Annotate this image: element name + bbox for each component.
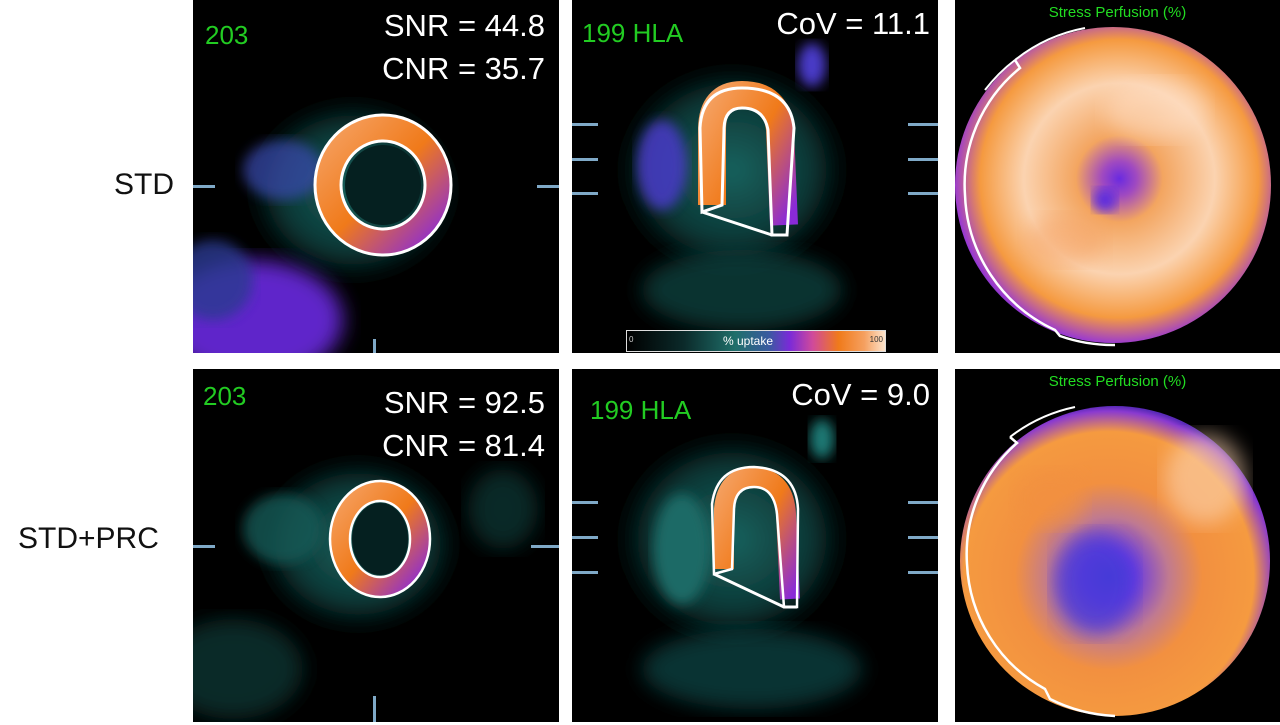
tick-right-2 <box>908 158 938 161</box>
polar-map-image-std-prc <box>960 406 1270 718</box>
polar-map-title: Stress Perfusion (%) <box>1048 4 1187 21</box>
cov-label: CoV = 11.1 <box>776 6 930 41</box>
polar-map-title: Stress Perfusion (%) <box>1048 373 1187 390</box>
tick-right-3 <box>908 571 938 574</box>
tick-left-1 <box>572 501 598 504</box>
snr-label: SNR = 92.5 <box>383 385 545 420</box>
colorbar-min: 0 <box>629 335 634 344</box>
snr-label: SNR = 44.8 <box>383 8 545 43</box>
hla-scan-std <box>612 43 852 330</box>
row-label-std: STD <box>114 168 174 201</box>
cov-label: CoV = 9.0 <box>791 377 930 412</box>
hla-image-std-prc: 199 HLA CoV = 9.0 <box>572 369 938 722</box>
tick-left-3 <box>572 192 598 195</box>
crosshair-tick-left <box>193 185 215 188</box>
tick-right-2 <box>908 536 938 539</box>
tick-left-2 <box>572 536 598 539</box>
short-axis-scan-std-prc <box>193 454 538 719</box>
row-label-std-prc: STD+PRC <box>18 522 159 555</box>
tick-left-2 <box>572 158 598 161</box>
tick-right-1 <box>908 501 938 504</box>
slice-number: 203 <box>205 20 249 50</box>
slice-number: 203 <box>203 381 247 411</box>
short-axis-scan-std <box>193 95 463 353</box>
crosshair-tick-bottom <box>373 696 376 722</box>
tick-right-1 <box>908 123 938 126</box>
tick-left-1 <box>572 123 598 126</box>
short-axis-image-std: 203 SNR = 44.8 CNR = 35.7 <box>193 0 559 353</box>
colorbar-max: 100 <box>869 335 883 344</box>
crosshair-tick-right <box>531 545 559 548</box>
polar-map-std: Stress Perfusion (%) <box>955 0 1280 353</box>
crosshair-tick-left <box>193 545 215 548</box>
hla-slice-label: 199 HLA <box>582 18 684 48</box>
polar-map-image-std <box>955 27 1271 347</box>
cnr-label: CNR = 81.4 <box>382 428 545 463</box>
uptake-colorbar: 0 % uptake 100 <box>626 330 886 352</box>
tick-left-3 <box>572 571 598 574</box>
hla-scan-std-prc <box>612 419 862 709</box>
hla-slice-label: 199 HLA <box>590 395 692 425</box>
colorbar-label: % uptake <box>723 334 774 348</box>
short-axis-image-std-prc: 203 SNR = 92.5 CNR = 81.4 <box>193 369 559 722</box>
crosshair-tick-right <box>537 185 559 188</box>
tick-right-3 <box>908 192 938 195</box>
hla-image-std: 199 HLA CoV = 11.1 0 % uptake 100 <box>572 0 938 353</box>
crosshair-tick-bottom <box>373 339 376 353</box>
polar-map-std-prc: Stress Perfusion (%) <box>955 369 1280 722</box>
cnr-label: CNR = 35.7 <box>382 51 545 86</box>
